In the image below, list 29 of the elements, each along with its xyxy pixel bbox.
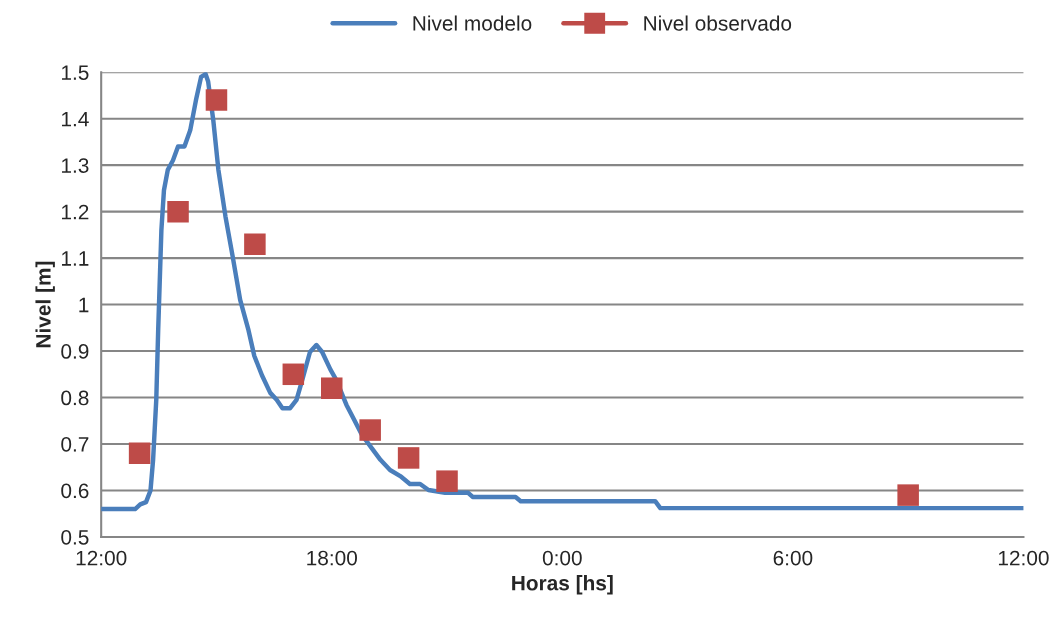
y-tick-label: 1.4 [62,111,89,127]
x-tick-label: 12:00 [76,550,127,566]
y-tick-label: 0.9 [61,344,89,359]
y-tick-label: 0.6 [61,483,89,499]
y-tick-label: 0.5 [61,529,89,545]
x-tick-label: 18:00 [307,550,357,566]
y-tick-label: 0.8 [61,390,89,406]
x-tick-label: 0:00 [542,550,582,566]
point [128,442,151,465]
y-tick-label: 1 [79,297,89,313]
point [397,447,420,469]
point [282,363,305,386]
point [244,233,266,255]
point [436,470,458,492]
legend-label: Nivel observado [644,15,792,31]
y-tick-label: 1.5 [62,65,89,80]
point [205,89,228,111]
legend-label: Nivel modelo [413,15,532,31]
point [320,377,343,399]
y-axis-title: Nivel [m] [35,261,55,348]
y-tick-label: 1.2 [62,204,89,220]
x-tick-label: 12:00 [998,550,1049,566]
point [167,200,189,223]
y-tick-label: 0.7 [61,437,89,452]
point [359,419,381,441]
y-tick-label: 1.1 [62,251,89,266]
x-axis-title: Horas [hs] [512,575,613,595]
x-tick-label: 6:00 [773,550,813,566]
y-tick-label: 1.3 [62,158,89,173]
